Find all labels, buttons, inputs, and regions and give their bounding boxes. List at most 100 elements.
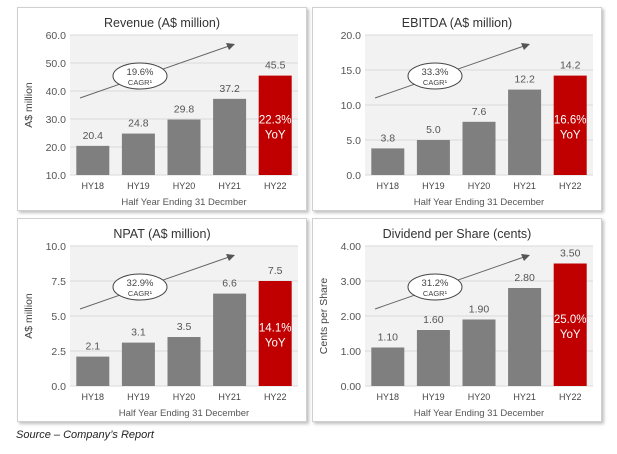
- y-tick-label: 0.00: [341, 381, 362, 393]
- x-axis-label: Half Year Ending 31 December: [414, 408, 544, 419]
- x-tick-label: HY21: [218, 392, 241, 402]
- x-tick-label: HY22: [559, 392, 582, 402]
- chart-title: NPAT (A$ million): [113, 227, 210, 241]
- ebitda-chart-panel: 0.0 5.0 10.0 15.0 20.0 EBITDA (A$ million) Hal…: [312, 7, 602, 211]
- bar-hy22: [258, 281, 292, 386]
- cagr-label: CAGR¹: [128, 78, 153, 87]
- y-tick-label: 60.0: [46, 30, 67, 42]
- bar-hy21: [508, 288, 542, 386]
- trend-arrow-head-icon: [226, 254, 235, 261]
- data-label: 2.80: [514, 272, 535, 284]
- bar-hy21: [508, 89, 542, 175]
- data-label: 2.1: [85, 341, 100, 353]
- y-tick-label: 1.00: [341, 346, 362, 358]
- x-tick-label: HY18: [377, 181, 400, 191]
- y-axis-label: A$ million: [23, 82, 35, 128]
- data-label: 45.5: [265, 60, 286, 72]
- bar-hy20: [167, 119, 201, 175]
- bar-hy18: [371, 347, 405, 386]
- data-label: 1.90: [469, 304, 490, 316]
- chart-title: Dividend per Share (cents): [383, 227, 532, 241]
- cagr-ellipse: [112, 273, 168, 301]
- y-tick-label: 50.0: [46, 58, 67, 70]
- x-axis-label: Half Year Ending 31 December: [119, 408, 249, 419]
- yoy-growth-label: YoY: [265, 338, 286, 350]
- data-label: 20.4: [83, 130, 104, 142]
- yoy-growth-label: YoY: [265, 129, 286, 141]
- trend-arrow-head-icon: [226, 43, 235, 50]
- data-label: 24.8: [128, 118, 149, 130]
- yoy-growth-value: 25.0%: [554, 314, 587, 326]
- data-label: 37.2: [219, 83, 240, 95]
- bar-hy19: [121, 133, 155, 175]
- x-tick-label: HY18: [377, 392, 400, 402]
- bar-hy20: [462, 121, 496, 175]
- data-label: 12.2: [514, 74, 535, 86]
- yoy-growth-value: 16.6%: [554, 114, 587, 126]
- bar-hy20: [167, 337, 201, 386]
- bar-hy22: [553, 263, 587, 386]
- data-label: 3.1: [131, 327, 146, 339]
- cagr-ellipse: [407, 273, 463, 301]
- y-tick-label: 2.00: [341, 311, 362, 323]
- trend-arrow-head-icon: [521, 43, 530, 50]
- x-tick-label: HY19: [422, 392, 445, 402]
- cagr-label: CAGR¹: [423, 78, 448, 87]
- x-axis-label: Half Year Ending 31 December: [414, 197, 544, 208]
- cagr-label: CAGR¹: [128, 289, 153, 298]
- y-tick-label: 15.0: [341, 65, 362, 77]
- cagr-label: CAGR¹: [423, 289, 448, 298]
- cagr-value: 33.3%: [422, 67, 449, 78]
- y-tick-label: 10.0: [46, 170, 67, 182]
- dividend-chart: 0.00 1.00 2.00 3.00 4.00 Dividend per Share (…: [318, 227, 593, 419]
- yoy-growth-label: YoY: [560, 129, 581, 141]
- x-axis-label: Half Year Ending 31 Decmber: [121, 197, 246, 208]
- x-tick-label: HY19: [127, 181, 150, 191]
- y-axis-label: A$ million: [23, 293, 35, 339]
- npat-chart: 0.0 2.5 5.0 7.5 10.0 NPAT (A$ million) A$ mill…: [23, 227, 298, 419]
- cagr-ellipse: [112, 62, 168, 90]
- bar-hy22: [553, 75, 587, 175]
- y-tick-label: 10.0: [46, 241, 67, 253]
- bar-hy19: [416, 330, 450, 386]
- dividend-chart-panel: 0.00 1.00 2.00 3.00 4.00 Dividend per Share (…: [312, 218, 602, 422]
- x-tick-label: HY21: [513, 181, 536, 191]
- y-tick-label: 5.0: [346, 135, 361, 147]
- data-label: 7.5: [268, 265, 283, 277]
- y-tick-label: 4.00: [341, 241, 362, 253]
- data-label: 3.50: [560, 248, 581, 260]
- bar-hy22: [258, 75, 292, 175]
- x-tick-label: HY22: [559, 181, 582, 191]
- yoy-growth-value: 22.3%: [259, 114, 292, 126]
- chart-title: Revenue (A$ million): [104, 16, 220, 30]
- bar-hy21: [213, 98, 247, 175]
- y-tick-label: 7.5: [51, 276, 66, 288]
- npat-chart-panel: 0.0 2.5 5.0 7.5 10.0 NPAT (A$ million) A$ mill…: [17, 218, 307, 422]
- data-label: 3.5: [177, 321, 192, 333]
- yoy-growth-label: YoY: [560, 329, 581, 341]
- x-tick-label: HY20: [173, 181, 196, 191]
- chart-title: EBITDA (A$ million): [402, 16, 512, 30]
- bar-hy19: [416, 140, 450, 175]
- x-tick-label: HY22: [264, 392, 287, 402]
- x-tick-label: HY18: [82, 392, 105, 402]
- x-tick-label: HY19: [127, 392, 150, 402]
- x-tick-label: HY20: [173, 392, 196, 402]
- x-tick-label: HY21: [513, 392, 536, 402]
- y-tick-label: 0.0: [51, 381, 66, 393]
- bar-hy19: [121, 342, 155, 386]
- cagr-value: 31.2%: [422, 278, 449, 289]
- x-tick-label: HY20: [468, 181, 491, 191]
- data-label: 3.8: [380, 132, 395, 144]
- bar-hy20: [462, 319, 496, 386]
- data-label: 7.6: [472, 106, 487, 118]
- y-tick-label: 10.0: [341, 100, 362, 112]
- source-note: Source – Company’s Report: [16, 429, 154, 441]
- y-tick-label: 20.0: [341, 30, 362, 42]
- bar-hy18: [76, 145, 110, 175]
- cagr-value: 32.9%: [127, 278, 154, 289]
- y-tick-label: 5.0: [51, 311, 66, 323]
- ebitda-chart: 0.0 5.0 10.0 15.0 20.0 EBITDA (A$ million) Hal…: [341, 16, 593, 208]
- x-tick-label: HY22: [264, 181, 287, 191]
- data-label: 29.8: [174, 104, 195, 116]
